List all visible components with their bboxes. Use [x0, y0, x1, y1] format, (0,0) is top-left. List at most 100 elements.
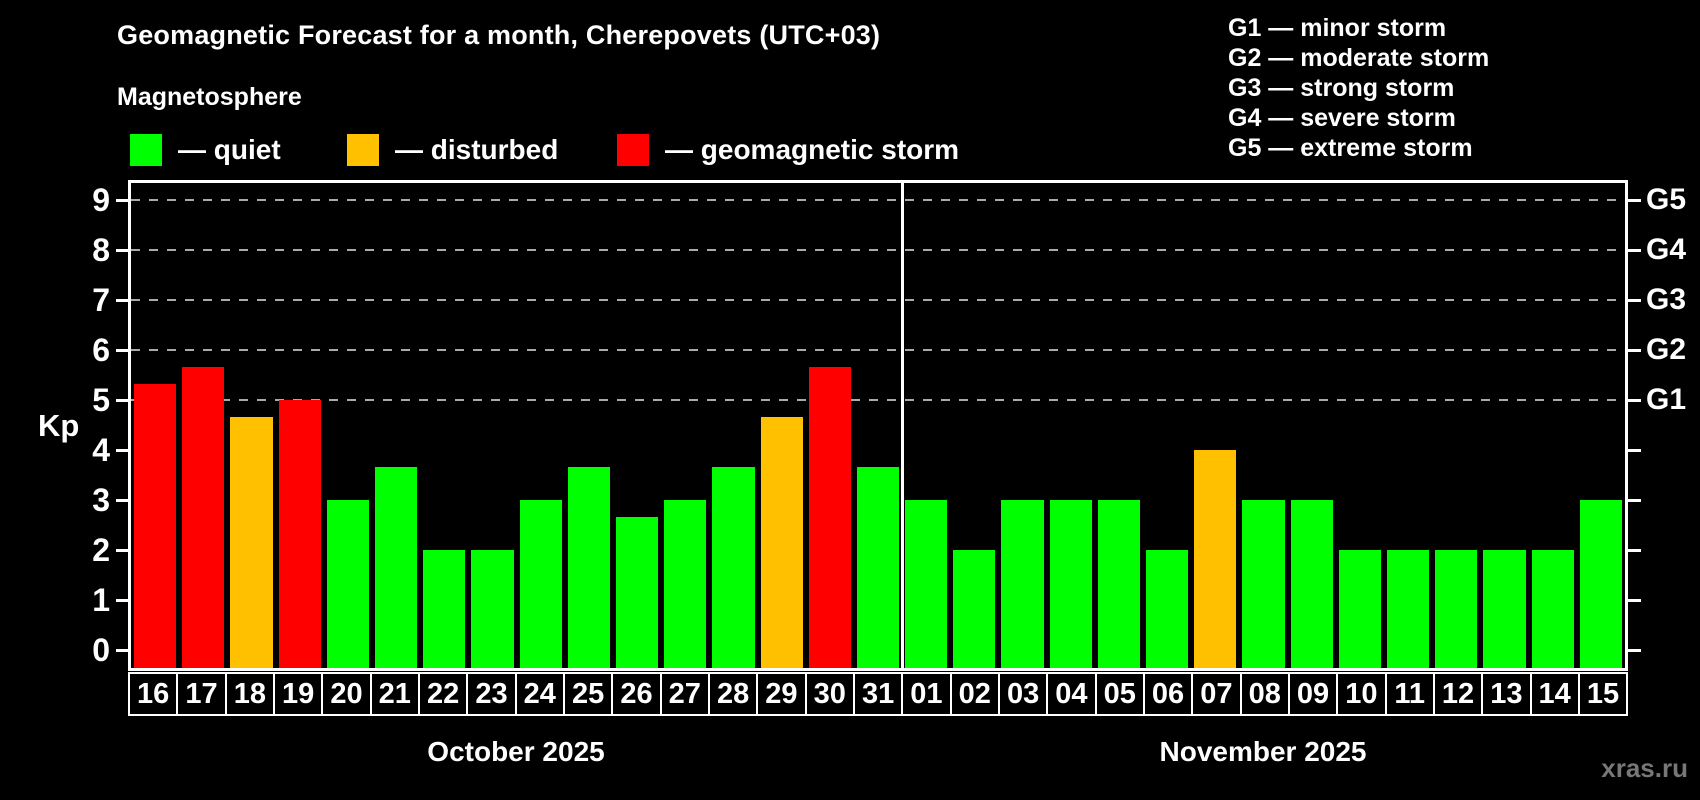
- chart-title: Geomagnetic Forecast for a month, Cherep…: [117, 20, 881, 50]
- y-axis-tick-right: [1628, 648, 1641, 652]
- kp-bar-day-26: [615, 516, 659, 668]
- date-cell-10: 10: [1336, 672, 1387, 716]
- kp-bar-day-07: [1194, 450, 1237, 668]
- quiet-color-swatch: [130, 134, 162, 166]
- right-axis-label-g5: G5: [1646, 183, 1687, 216]
- month-label-november: November 2025: [1159, 736, 1367, 767]
- kp-bar-day-15: [1579, 500, 1622, 668]
- date-cell-26: 26: [611, 672, 662, 716]
- y-axis-label-0: 0: [92, 632, 110, 668]
- y-axis-tick-right: [1628, 348, 1641, 352]
- y-axis-label-6: 6: [92, 332, 110, 368]
- right-axis-label-g4: G4: [1646, 233, 1687, 266]
- gridline-kp7: [131, 299, 1625, 301]
- kp-bar-day-16: [134, 383, 177, 668]
- kp-bar-day-24: [519, 500, 562, 668]
- month-label-october: October 2025: [427, 736, 605, 767]
- date-cell-12: 12: [1432, 672, 1484, 716]
- right-axis-label-g3: G3: [1646, 283, 1687, 316]
- kp-bar-day-23: [471, 550, 514, 668]
- storm-color-swatch: [617, 134, 649, 166]
- date-cell-19: 19: [272, 672, 324, 716]
- y-axis-tick-right: [1628, 198, 1641, 202]
- date-cell-16: 16: [128, 672, 179, 716]
- y-axis-label-1: 1: [92, 582, 110, 618]
- right-axis-label-g1: G1: [1646, 383, 1687, 416]
- kp-bar-day-01: [905, 500, 948, 668]
- gridline-kp8: [131, 249, 1625, 251]
- date-cell-08: 08: [1239, 672, 1290, 716]
- date-cell-29: 29: [756, 672, 807, 716]
- kp-bar-day-27: [664, 500, 707, 668]
- y-axis-tick-left: [116, 498, 129, 502]
- gridline-kp9: [131, 199, 1625, 201]
- plot-area: [128, 180, 1628, 671]
- date-cell-27: 27: [659, 672, 710, 716]
- y-axis-tick-right: [1628, 448, 1641, 452]
- y-axis-label-5: 5: [92, 382, 110, 418]
- date-cell-20: 20: [321, 672, 372, 716]
- y-axis-label-3: 3: [92, 482, 110, 518]
- y-axis-tick-right: [1628, 248, 1641, 252]
- kp-bar-day-29: [760, 416, 803, 668]
- date-cell-24: 24: [514, 672, 565, 716]
- date-cell-17: 17: [176, 672, 227, 716]
- gridline-kp5: [131, 399, 1625, 401]
- y-axis-tick-left: [116, 548, 129, 552]
- kp-bar-day-14: [1531, 550, 1574, 668]
- y-axis-tick-left: [116, 348, 129, 352]
- watermark: xras.ru: [1601, 753, 1688, 783]
- date-cell-31: 31: [852, 672, 904, 716]
- kp-bar-day-30: [808, 366, 851, 668]
- g-scale-line: G4 — severe storm: [1228, 104, 1456, 132]
- month-separator: [900, 183, 904, 668]
- legend-item-disturbed: — disturbed: [347, 133, 558, 167]
- kp-bar-day-06: [1146, 550, 1189, 668]
- date-cell-01: 01: [901, 672, 952, 716]
- kp-bar-day-31: [856, 466, 900, 668]
- kp-bar-day-21: [374, 466, 418, 668]
- kp-bar-day-10: [1338, 550, 1382, 668]
- y-axis-tick-left: [116, 598, 129, 602]
- kp-bar-day-22: [423, 550, 466, 668]
- chart-subtitle: Magnetosphere: [117, 83, 302, 111]
- kp-bar-day-18: [230, 416, 273, 668]
- y-axis-tick-left: [116, 448, 129, 452]
- date-cell-07: 07: [1191, 672, 1242, 716]
- kp-bar-day-05: [1097, 500, 1141, 668]
- date-cell-14: 14: [1529, 672, 1580, 716]
- y-axis-tick-left: [116, 648, 129, 652]
- legend-item-quiet: — quiet: [130, 133, 281, 167]
- y-axis-label-2: 2: [92, 532, 110, 568]
- g-scale-legend: G1 — minor storm G2 — moderate storm G3 — …: [1228, 13, 1489, 163]
- kp-bar-day-13: [1483, 550, 1526, 668]
- y-axis-tick-right: [1628, 398, 1641, 402]
- y-axis-label-7: 7: [92, 282, 110, 318]
- kp-bar-day-02: [953, 550, 996, 668]
- kp-bar-day-12: [1435, 550, 1478, 668]
- y-axis-label-4: 4: [92, 432, 110, 468]
- kp-bar-day-04: [1049, 500, 1092, 668]
- plot-inner: [131, 183, 1625, 668]
- y-axis-tick-right: [1628, 498, 1641, 502]
- gridline-kp6: [131, 349, 1625, 351]
- date-cell-30: 30: [804, 672, 855, 716]
- y-axis-label-8: 8: [92, 232, 110, 268]
- legend-label-storm: — geomagnetic storm: [665, 134, 960, 165]
- g-scale-line: G2 — moderate storm: [1228, 44, 1490, 72]
- legend-item-storm: — geomagnetic storm: [617, 133, 959, 167]
- legend-label-disturbed: — disturbed: [395, 134, 559, 165]
- y-axis-tick-left: [116, 248, 129, 252]
- y-axis-tick-right: [1628, 548, 1641, 552]
- y-axis-title: Kp: [38, 408, 80, 443]
- y-axis-tick-right: [1628, 598, 1641, 602]
- g-scale-line: G5 — extreme storm: [1228, 134, 1473, 162]
- kp-bar-day-28: [712, 466, 755, 668]
- y-axis-label-9: 9: [92, 182, 110, 218]
- date-cell-25: 25: [562, 672, 614, 716]
- date-cell-13: 13: [1481, 672, 1532, 716]
- y-axis-tick-right: [1628, 298, 1641, 302]
- kp-bar-day-20: [326, 500, 369, 668]
- date-cell-05: 05: [1094, 672, 1145, 716]
